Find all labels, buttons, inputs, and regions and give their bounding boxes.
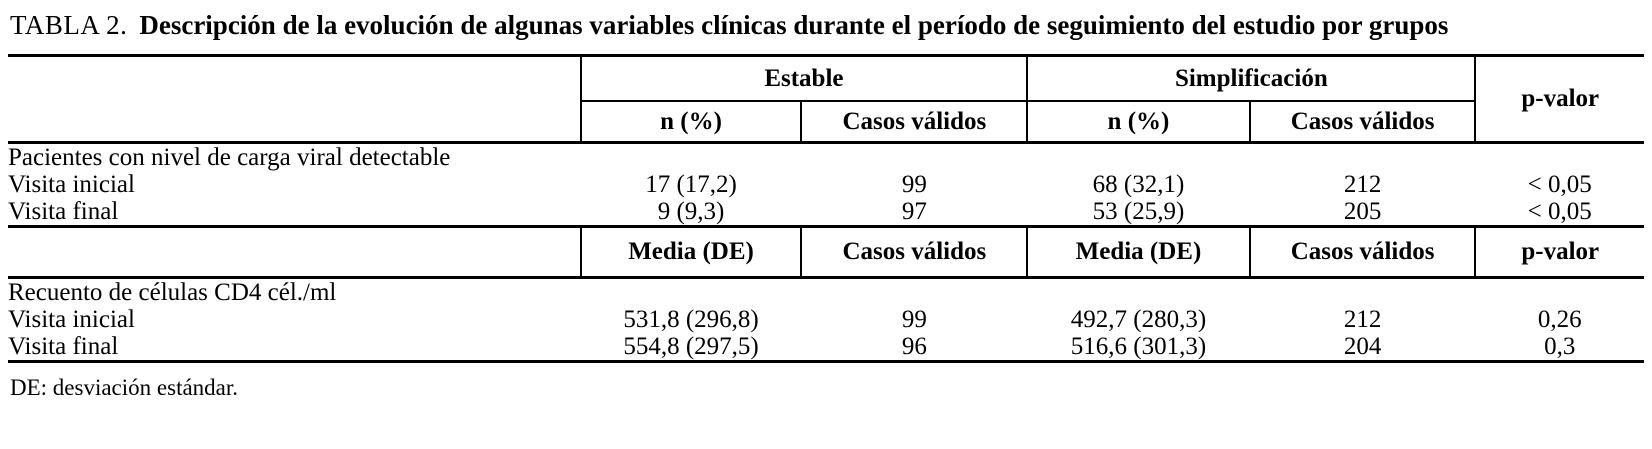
data-cell: 0,26 — [1537, 306, 1582, 333]
row-label: Visita final — [8, 198, 119, 225]
column-header-pvalor-2: p-valor — [1475, 225, 1644, 279]
header-stub-cell — [8, 55, 582, 144]
data-cell: 204 — [1249, 333, 1476, 363]
row-label: Visita inicial — [8, 171, 135, 198]
column-header-n-pct-estable: n (%) — [579, 101, 803, 144]
data-cell: 68 (32,1) — [1092, 171, 1185, 198]
data-cell: 205 — [1343, 198, 1382, 225]
column-header-casos-validos-estable: Casos válidos — [801, 101, 1029, 144]
data-cell: 554,8 (297,5) — [580, 333, 802, 363]
data-cell: 97 — [901, 198, 927, 225]
data-cell: 99 — [901, 306, 927, 333]
table-row: Visita final 9 (9,3) 97 53 (25,9) 205 < … — [8, 198, 1644, 227]
section-label-cd4: Recuento de células CD4 cél./ml — [8, 279, 337, 306]
table-title: TABLA 2. Descripción de la evolución de a… — [10, 8, 1644, 42]
column-group-simplificacion: Simplificación — [1027, 55, 1477, 102]
data-cell: 9 (9,3) — [657, 198, 725, 225]
table-row: Visita inicial 17 (17,2) 99 68 (32,1) 21… — [8, 171, 1644, 198]
data-cell: 492,7 (280,3) — [1070, 306, 1207, 333]
data-cell: 516,6 (301,3) — [1027, 333, 1250, 363]
midheader-stub-cell — [8, 225, 582, 279]
table-row: Visita final 554,8 (297,5) 96 516,6 (301… — [8, 333, 1644, 363]
table-title-text: Descripción de la evolución de algunas v… — [139, 10, 1449, 40]
column-header-casos-validos-estable-2: Casos válidos — [801, 225, 1029, 279]
column-header-casos-validos-simplificacion-2: Casos válidos — [1249, 225, 1477, 279]
table-row: Visita inicial 531,8 (296,8) 99 492,7 (2… — [8, 306, 1644, 333]
column-group-estable: Estable — [580, 55, 1029, 102]
data-cell: < 0,05 — [1527, 198, 1592, 225]
row-label: Visita inicial — [8, 306, 135, 333]
data-cell: 212 — [1343, 171, 1382, 198]
table-title-tag: TABLA 2. — [10, 10, 128, 40]
data-cell: 99 — [901, 171, 927, 198]
data-cell: < 0,05 — [1527, 171, 1592, 198]
clinical-variables-table: Estable Simplificación p-valor n (%) Cas… — [8, 54, 1644, 363]
table-footnote: DE: desviación estándar. — [10, 375, 239, 400]
section-label-carga-viral: Pacientes con nivel de carga viral detec… — [8, 144, 451, 171]
column-header-pvalor: p-valor — [1474, 55, 1644, 144]
column-header-n-pct-simplificacion: n (%) — [1027, 101, 1251, 144]
data-cell: 0,3 — [1475, 333, 1644, 363]
data-cell: 531,8 (296,8) — [623, 306, 759, 333]
column-header-media-de-simplificacion: Media (DE) — [1027, 225, 1251, 279]
row-label: Visita final — [8, 333, 581, 363]
column-header-media-de-estable: Media (DE) — [580, 225, 803, 279]
column-header-casos-validos-simplificacion: Casos válidos — [1249, 101, 1477, 144]
data-cell: 53 (25,9) — [1092, 198, 1185, 225]
data-cell: 212 — [1343, 306, 1382, 333]
data-cell: 96 — [801, 333, 1028, 363]
data-cell: 17 (17,2) — [645, 171, 737, 198]
